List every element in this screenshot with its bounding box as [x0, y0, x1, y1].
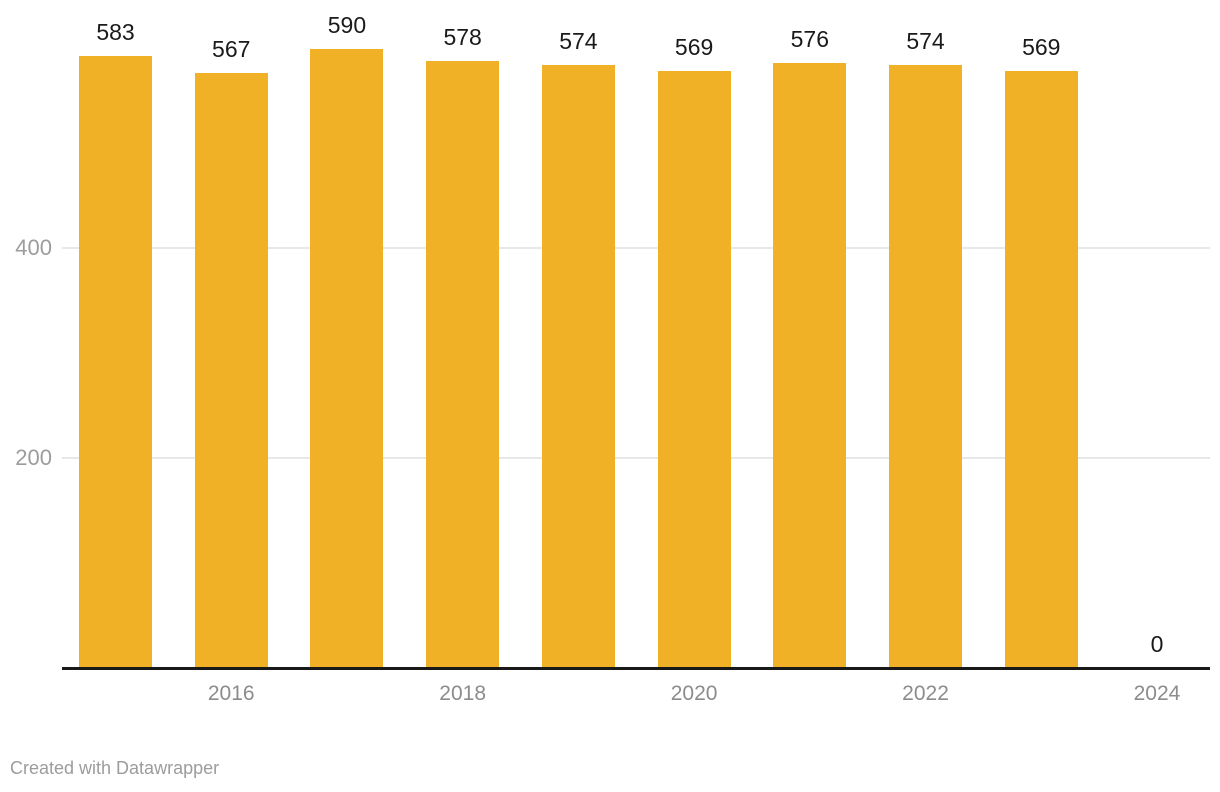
bar: [194, 72, 268, 668]
x-axis-label: 2018: [439, 682, 487, 705]
y-axis-tick-label: 400: [15, 235, 52, 260]
bar-value-label: 574: [906, 28, 945, 55]
bar: [426, 61, 500, 668]
x-axis-label: 2022: [902, 682, 949, 705]
gridline: [62, 457, 1210, 459]
bar: [773, 63, 847, 668]
gridline: [62, 247, 1210, 249]
bar: [541, 65, 615, 668]
bar-value-label: 576: [790, 26, 829, 53]
bar-value-label: 590: [327, 11, 367, 38]
bar-value-label: 574: [559, 28, 598, 55]
x-axis-line: [62, 667, 1210, 670]
bar: [657, 70, 731, 668]
bar: [310, 48, 384, 668]
bar: [79, 55, 152, 668]
bar-value-label: 569: [1022, 33, 1061, 60]
bar: [889, 65, 963, 668]
bar-value-label: 0: [1150, 631, 1164, 657]
bar: [1004, 70, 1078, 668]
x-axis-label: 2024: [1133, 682, 1181, 705]
bar-value-label: 578: [443, 24, 482, 51]
bar-value-label: 583: [96, 18, 135, 45]
x-axis-label: 2016: [207, 682, 255, 705]
x-axis-label: 2020: [670, 682, 718, 705]
y-axis-tick-label: 200: [15, 445, 52, 470]
bar-value-label: 569: [674, 33, 714, 60]
bar-value-label: 567: [212, 35, 251, 62]
datawrapper-credit-link[interactable]: Created with Datawrapper: [10, 758, 220, 778]
